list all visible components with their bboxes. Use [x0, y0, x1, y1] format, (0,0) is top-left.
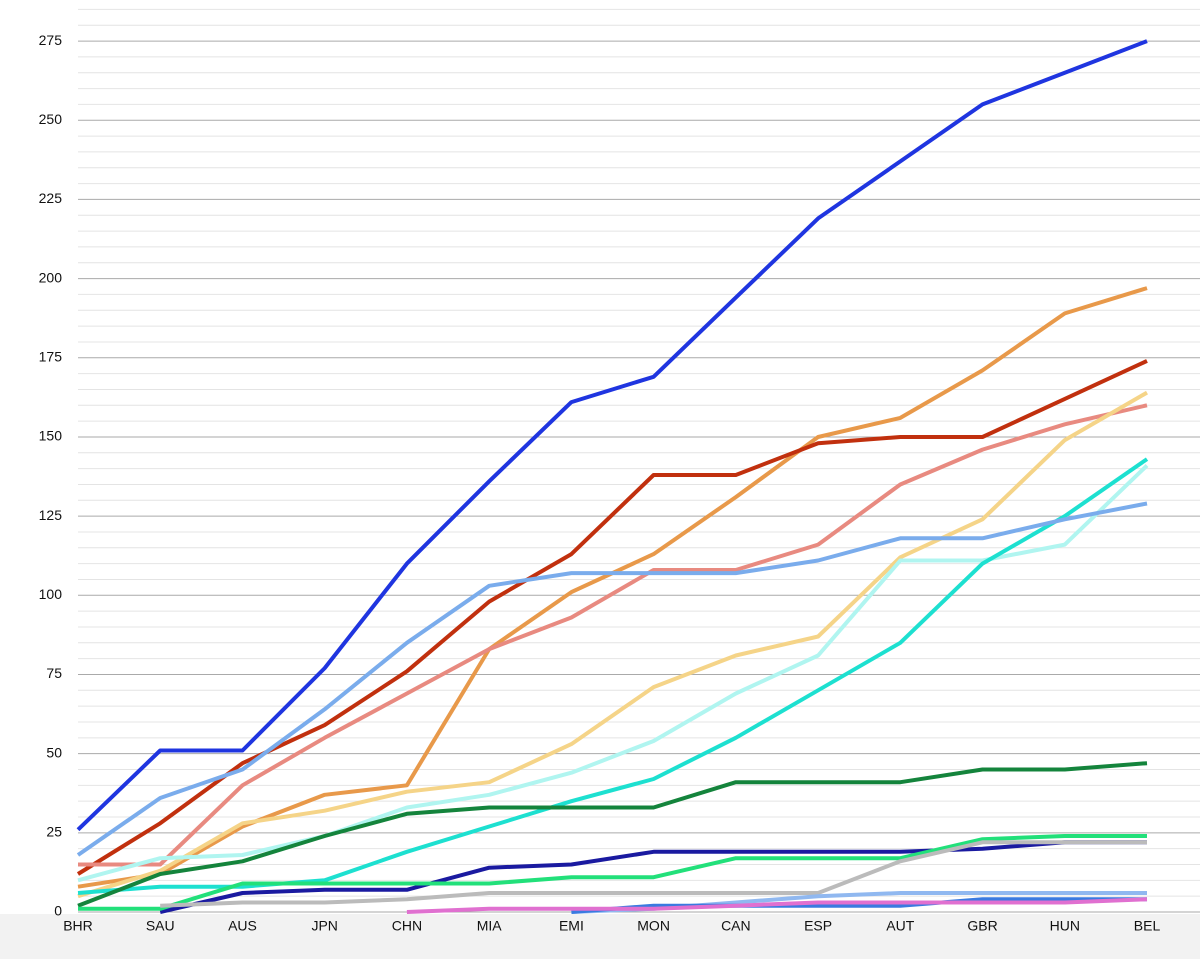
x-tick-label: HUN	[1050, 918, 1080, 934]
y-tick-label: 75	[46, 665, 62, 681]
series-line	[77, 457, 1149, 895]
series-line	[76, 501, 1148, 857]
y-tick-label: 225	[39, 190, 63, 206]
x-tick-label: MIA	[477, 918, 503, 934]
y-tick-label: 250	[39, 111, 63, 127]
x-tick-label: JPN	[311, 918, 337, 934]
x-tick-label: AUS	[228, 918, 257, 934]
x-tick-label: SAU	[146, 918, 175, 934]
y-tick-label: 100	[39, 586, 63, 602]
series-line	[77, 464, 1149, 883]
y-tick-label: 0	[54, 903, 62, 919]
y-tick-label: 50	[46, 744, 62, 760]
x-tick-label: BEL	[1134, 918, 1161, 934]
x-tick-label: ESP	[804, 918, 832, 934]
x-tick-label: CHN	[392, 918, 422, 934]
series-line	[78, 834, 1147, 911]
x-tick-label: AUT	[886, 918, 914, 934]
x-tick-label: BHR	[63, 918, 93, 934]
series-line	[77, 761, 1148, 908]
series-line	[159, 840, 1147, 914]
y-tick-label: 275	[39, 32, 63, 48]
series-line	[77, 390, 1149, 899]
series-line	[160, 840, 1147, 908]
x-axis-band	[0, 914, 1200, 959]
series-line	[76, 39, 1148, 832]
series-line	[571, 897, 1147, 914]
series-line	[77, 286, 1148, 889]
series-line	[78, 403, 1148, 867]
y-tick-label: 25	[46, 824, 62, 840]
x-tick-label: GBR	[967, 918, 997, 934]
y-tick-label: 150	[39, 428, 63, 444]
series-line	[76, 359, 1148, 876]
x-tick-label: MON	[637, 918, 670, 934]
x-tick-label: CAN	[721, 918, 751, 934]
y-tick-label: 200	[39, 269, 63, 285]
y-tick-label: 175	[39, 348, 63, 364]
x-tick-label: EMI	[559, 918, 584, 934]
y-tick-label: 125	[39, 507, 63, 523]
series-line	[406, 897, 1148, 914]
